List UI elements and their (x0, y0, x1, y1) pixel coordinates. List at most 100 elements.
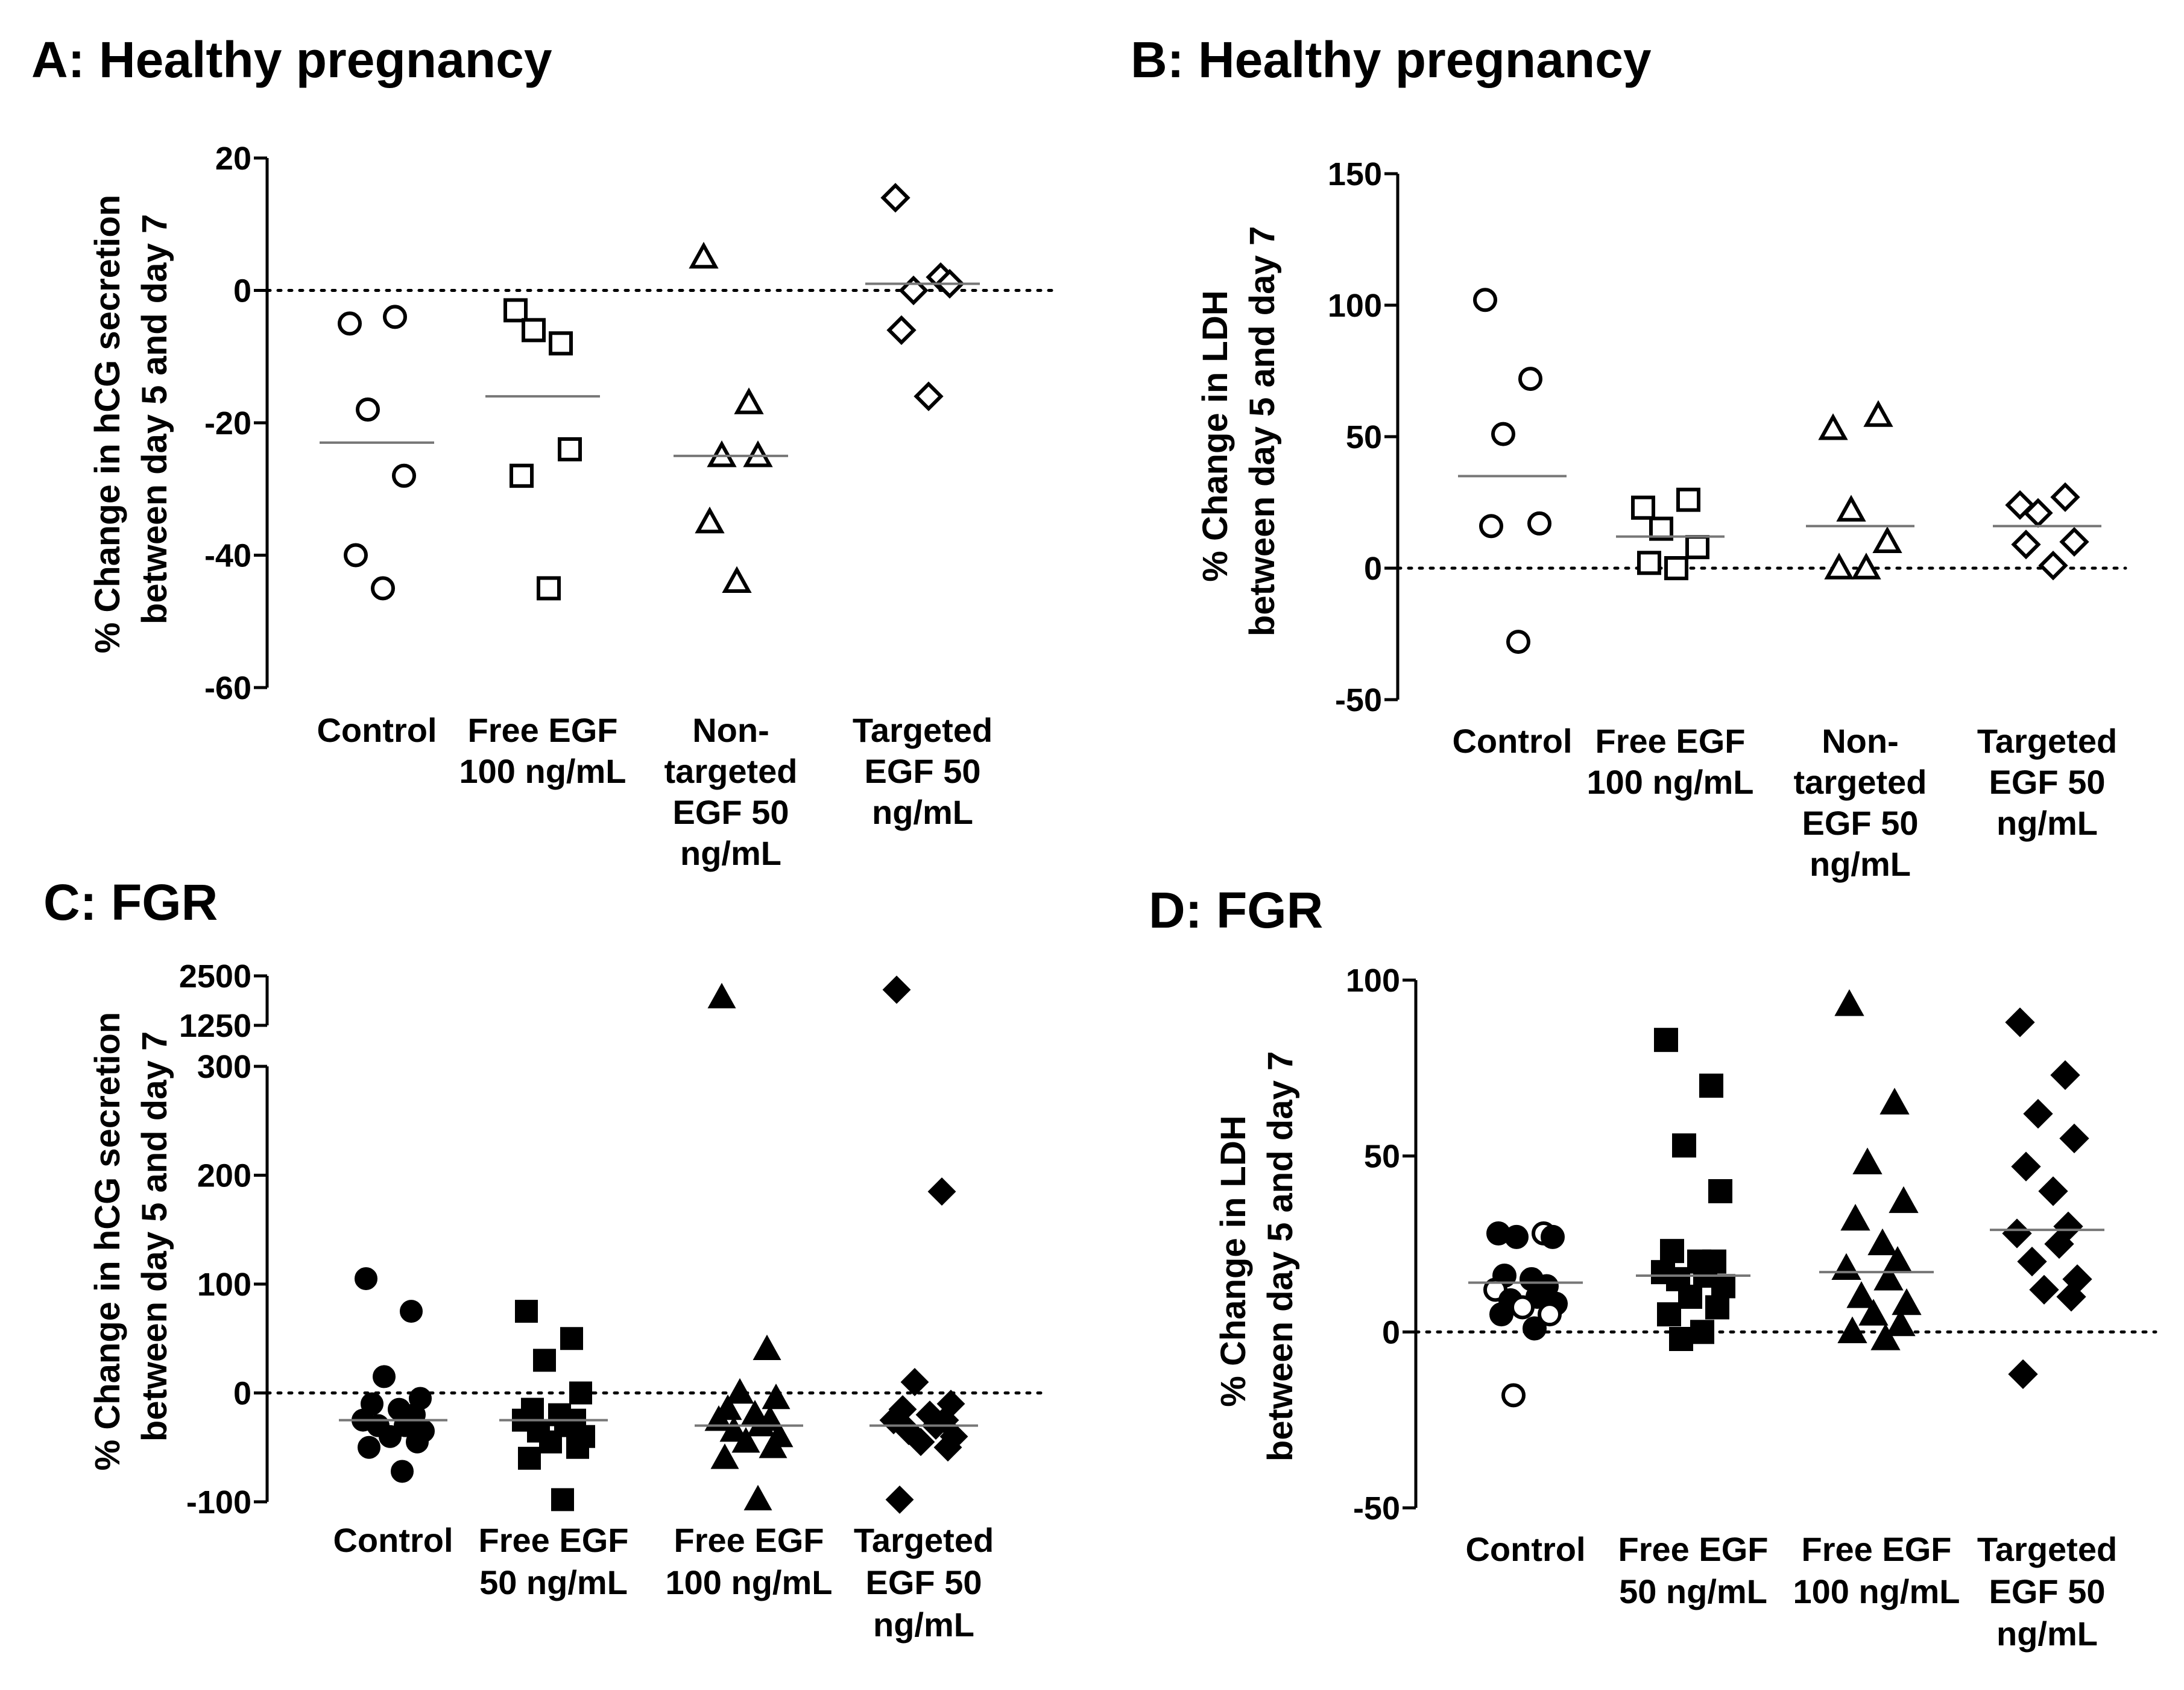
panel-a-data-point (549, 331, 573, 356)
panel-c-data-point (710, 1443, 739, 1469)
panel-a-y-label-line-2: between day 5 and day 7 (135, 214, 174, 624)
panel-c-y-tick-label: 200 (197, 1158, 251, 1194)
panel-d-data-point (2044, 1229, 2074, 1259)
panel-c-y-axis: 2500 1250 300 200 100 0 -100 (179, 958, 269, 1521)
panel-d-data-point (1886, 1309, 1916, 1337)
panel-b-y-label-line-2: between day 5 and day 7 (1243, 226, 1282, 636)
panel-c-category-label-line: Control (333, 1521, 453, 1559)
panel-c-data-point (885, 1485, 914, 1514)
panel-a-category-label: Control (317, 711, 437, 749)
panel-b-y-tick-label: 0 (1364, 551, 1382, 587)
panel-c-y-label-line-1: % Change in hCG secretion (88, 1012, 127, 1471)
panel-b-data-point (1863, 400, 1893, 427)
panel-c-y-tick-label: 2500 (179, 958, 251, 995)
panel-d-y-label-line-2: between day 5 and day 7 (1261, 1051, 1300, 1461)
panel-d-data-point (2038, 1176, 2068, 1206)
panel-d-y-tick-label: 50 (1364, 1139, 1400, 1175)
panel-d-data-point (1538, 1302, 1562, 1327)
panel-d-data-point (1669, 1327, 1693, 1351)
panel-c-data-point (719, 1416, 748, 1442)
panel-b-title: B: Healthy pregnancy (1131, 31, 1652, 88)
panel-c-category-label: Free EGF 100 ng/mL (666, 1521, 833, 1601)
panel-b-y-tick-label: -50 (1335, 682, 1382, 718)
panel-c-data-point (358, 1435, 380, 1459)
panel-d-category-label-line: Control (1465, 1530, 1585, 1568)
panel-a-y-tick-label: -60 (204, 670, 251, 706)
panel-b-y-label: % Change in LDH between day 5 and day 7 (1196, 226, 1282, 636)
panel-b-y-label-line-1: % Change in LDH (1196, 290, 1235, 581)
panel-d-y-label: % Change in LDH between day 5 and day 7 (1214, 1051, 1300, 1461)
panel-d-data-point (1678, 1285, 1702, 1309)
panel-c-data-point (725, 1378, 754, 1404)
panel-d-category-label-line: Targeted (1977, 1530, 2117, 1568)
panel-c-data-point (355, 1267, 377, 1290)
panel-a-data-point (371, 576, 395, 601)
panel-a-data-point (356, 397, 380, 422)
panel-d-data-point (1852, 1147, 1883, 1174)
panel-c-data-point (707, 983, 736, 1008)
panel-a-category-label-line: ng/mL (680, 834, 781, 872)
panel-c-data-point (927, 1177, 956, 1206)
panel-d-data-point (1879, 1087, 1910, 1115)
panel-b-y-tick-label: 100 (1328, 288, 1382, 324)
panel-b-data-point (1818, 413, 1848, 440)
panel-d-x-categories: Control Free EGF 50 ng/mL Free EGF 100 ng/mL… (1465, 1530, 2117, 1653)
panel-b-data-point (1637, 551, 1661, 575)
panel-d-y-label-line-1: % Change in LDH (1214, 1115, 1253, 1407)
panel-d-data-point (1889, 1186, 1919, 1214)
panel-c-y-label: % Change in hCG secretion between day 5 … (88, 1002, 174, 1471)
panel-c-data-point (515, 1300, 538, 1323)
panel-d-category-label-line: Free EGF (1802, 1530, 1952, 1568)
panel-b-data-point (1676, 487, 1700, 512)
panel-d-category-label: Targeted EGF 50 ng/mL (1977, 1530, 2117, 1653)
panel-c-category-label-line: 100 ng/mL (666, 1563, 833, 1601)
panel-b-y-tick-label: 150 (1328, 156, 1382, 192)
panel-b-y-axis: 150 100 50 0 -50 (1328, 156, 1400, 718)
panel-a-category-label-line: Non- (692, 711, 769, 749)
panel-d-data-point (1834, 989, 1864, 1016)
panel-c-data-point (533, 1349, 556, 1372)
panel-a: A: Healthy pregnancy 20 0 -20 -40 -60 % Chan… (31, 31, 1054, 872)
panel-d-data-point (1873, 1264, 1904, 1291)
panel-d-data-point (1523, 1316, 1547, 1341)
panel-a-data-point (383, 305, 407, 329)
panel-d-data-point (1541, 1224, 1565, 1249)
panel-d-data-point (1892, 1288, 1922, 1315)
panel-b-category-label-line: EGF 50 (1989, 763, 2106, 801)
panel-c-category-label-line: Free EGF (674, 1521, 824, 1559)
panel-d-data-point (1858, 1299, 1889, 1326)
panel-c-data-point (379, 1425, 402, 1448)
panel-b-data-point (2050, 482, 2080, 512)
panel-a-data-point (537, 576, 561, 601)
panel-a-data-point (338, 311, 362, 336)
panel-b-category-label: Non-targeted EGF 50 ng/mL (1794, 722, 1927, 883)
panel-a-y-axis: 20 0 -20 -40 -60 (204, 141, 269, 706)
panel-c-data-point (551, 1488, 574, 1511)
panel-a-category-label-line: targeted (664, 752, 798, 790)
panel-c-y-tick-label: 300 (197, 1049, 251, 1085)
panel-a-y-tick-label: -20 (204, 405, 251, 441)
panel-c-category-label: Control (333, 1521, 453, 1559)
panel-c-data-point (900, 1368, 929, 1396)
panel-a-data-point (392, 463, 416, 488)
panel-c-data-point (560, 1327, 583, 1350)
panel-d-data-point (1672, 1133, 1696, 1158)
panel-a-data (320, 183, 980, 601)
panel-c-data-point (762, 1383, 791, 1410)
panel-a-category-label-line: Free EGF (468, 711, 618, 749)
panel-b-data-point (1479, 514, 1503, 539)
panel-c-title: C: FGR (43, 874, 218, 931)
panel-d-data-point (1870, 1323, 1901, 1350)
panel-a-category-label-line: 100 ng/mL (459, 752, 626, 790)
panel-a-data-point (558, 437, 582, 461)
panel-c-data-point (518, 1446, 541, 1470)
panel-b-data-point (1506, 630, 1530, 654)
panel-a-data-point (522, 318, 546, 343)
panel-a-y-tick-label: 20 (215, 141, 251, 177)
panel-c-category-label: Free EGF 50 ng/mL (479, 1521, 629, 1601)
panel-c-category-label: Targeted EGF 50 ng/mL (854, 1521, 994, 1644)
panel-c-y-tick-label: -100 (186, 1484, 251, 1521)
panel-d-y-axis: 100 50 0 -50 (1346, 963, 1418, 1527)
